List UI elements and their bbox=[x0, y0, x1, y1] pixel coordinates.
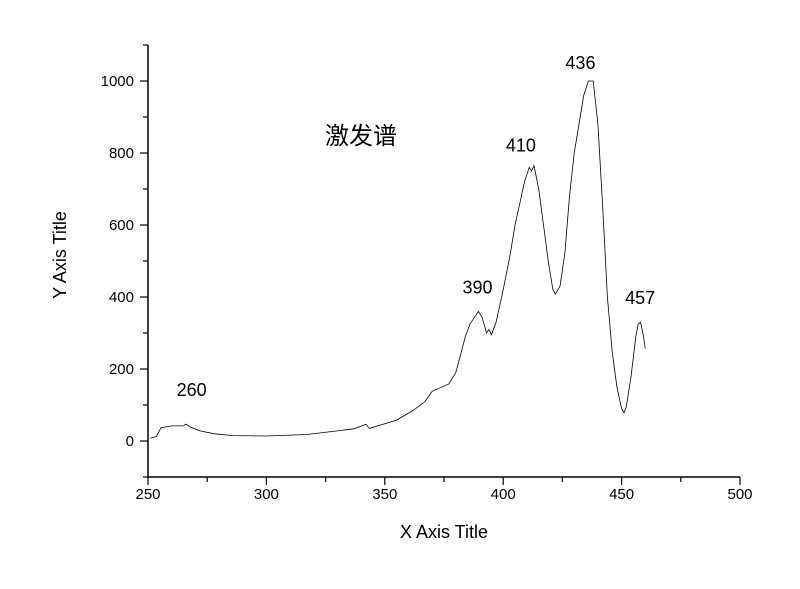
y-tick-label: 1000 bbox=[101, 73, 134, 90]
peak-label: 410 bbox=[506, 136, 536, 156]
peak-label: 457 bbox=[625, 288, 655, 308]
y-axis-title: Y Axis Title bbox=[50, 211, 70, 299]
y-tick-label: 0 bbox=[126, 433, 134, 450]
y-tick-label: 600 bbox=[109, 217, 134, 234]
x-tick-label: 500 bbox=[727, 486, 752, 503]
peak-label: 390 bbox=[462, 277, 492, 297]
x-axis-title: X Axis Title bbox=[400, 522, 488, 542]
x-tick-label: 250 bbox=[135, 486, 160, 503]
axes: 250 300 350 400 450 500 0 200 400 600 800 1000 bbox=[101, 44, 753, 503]
x-tick-label: 300 bbox=[254, 486, 279, 503]
y-tick-label: 800 bbox=[109, 145, 134, 162]
peak-annotations: 260 390 410 436 457 bbox=[177, 53, 656, 400]
y-tick-label: 400 bbox=[109, 289, 134, 306]
peak-label: 436 bbox=[565, 53, 595, 73]
chart-title: 激发谱 bbox=[325, 123, 397, 150]
spectrum-line bbox=[150, 80, 646, 439]
y-tick-label: 200 bbox=[109, 361, 134, 378]
x-tick-label: 450 bbox=[609, 486, 634, 503]
x-tick-label: 400 bbox=[491, 486, 516, 503]
x-tick-label: 350 bbox=[372, 486, 397, 503]
peak-label: 260 bbox=[177, 380, 207, 400]
